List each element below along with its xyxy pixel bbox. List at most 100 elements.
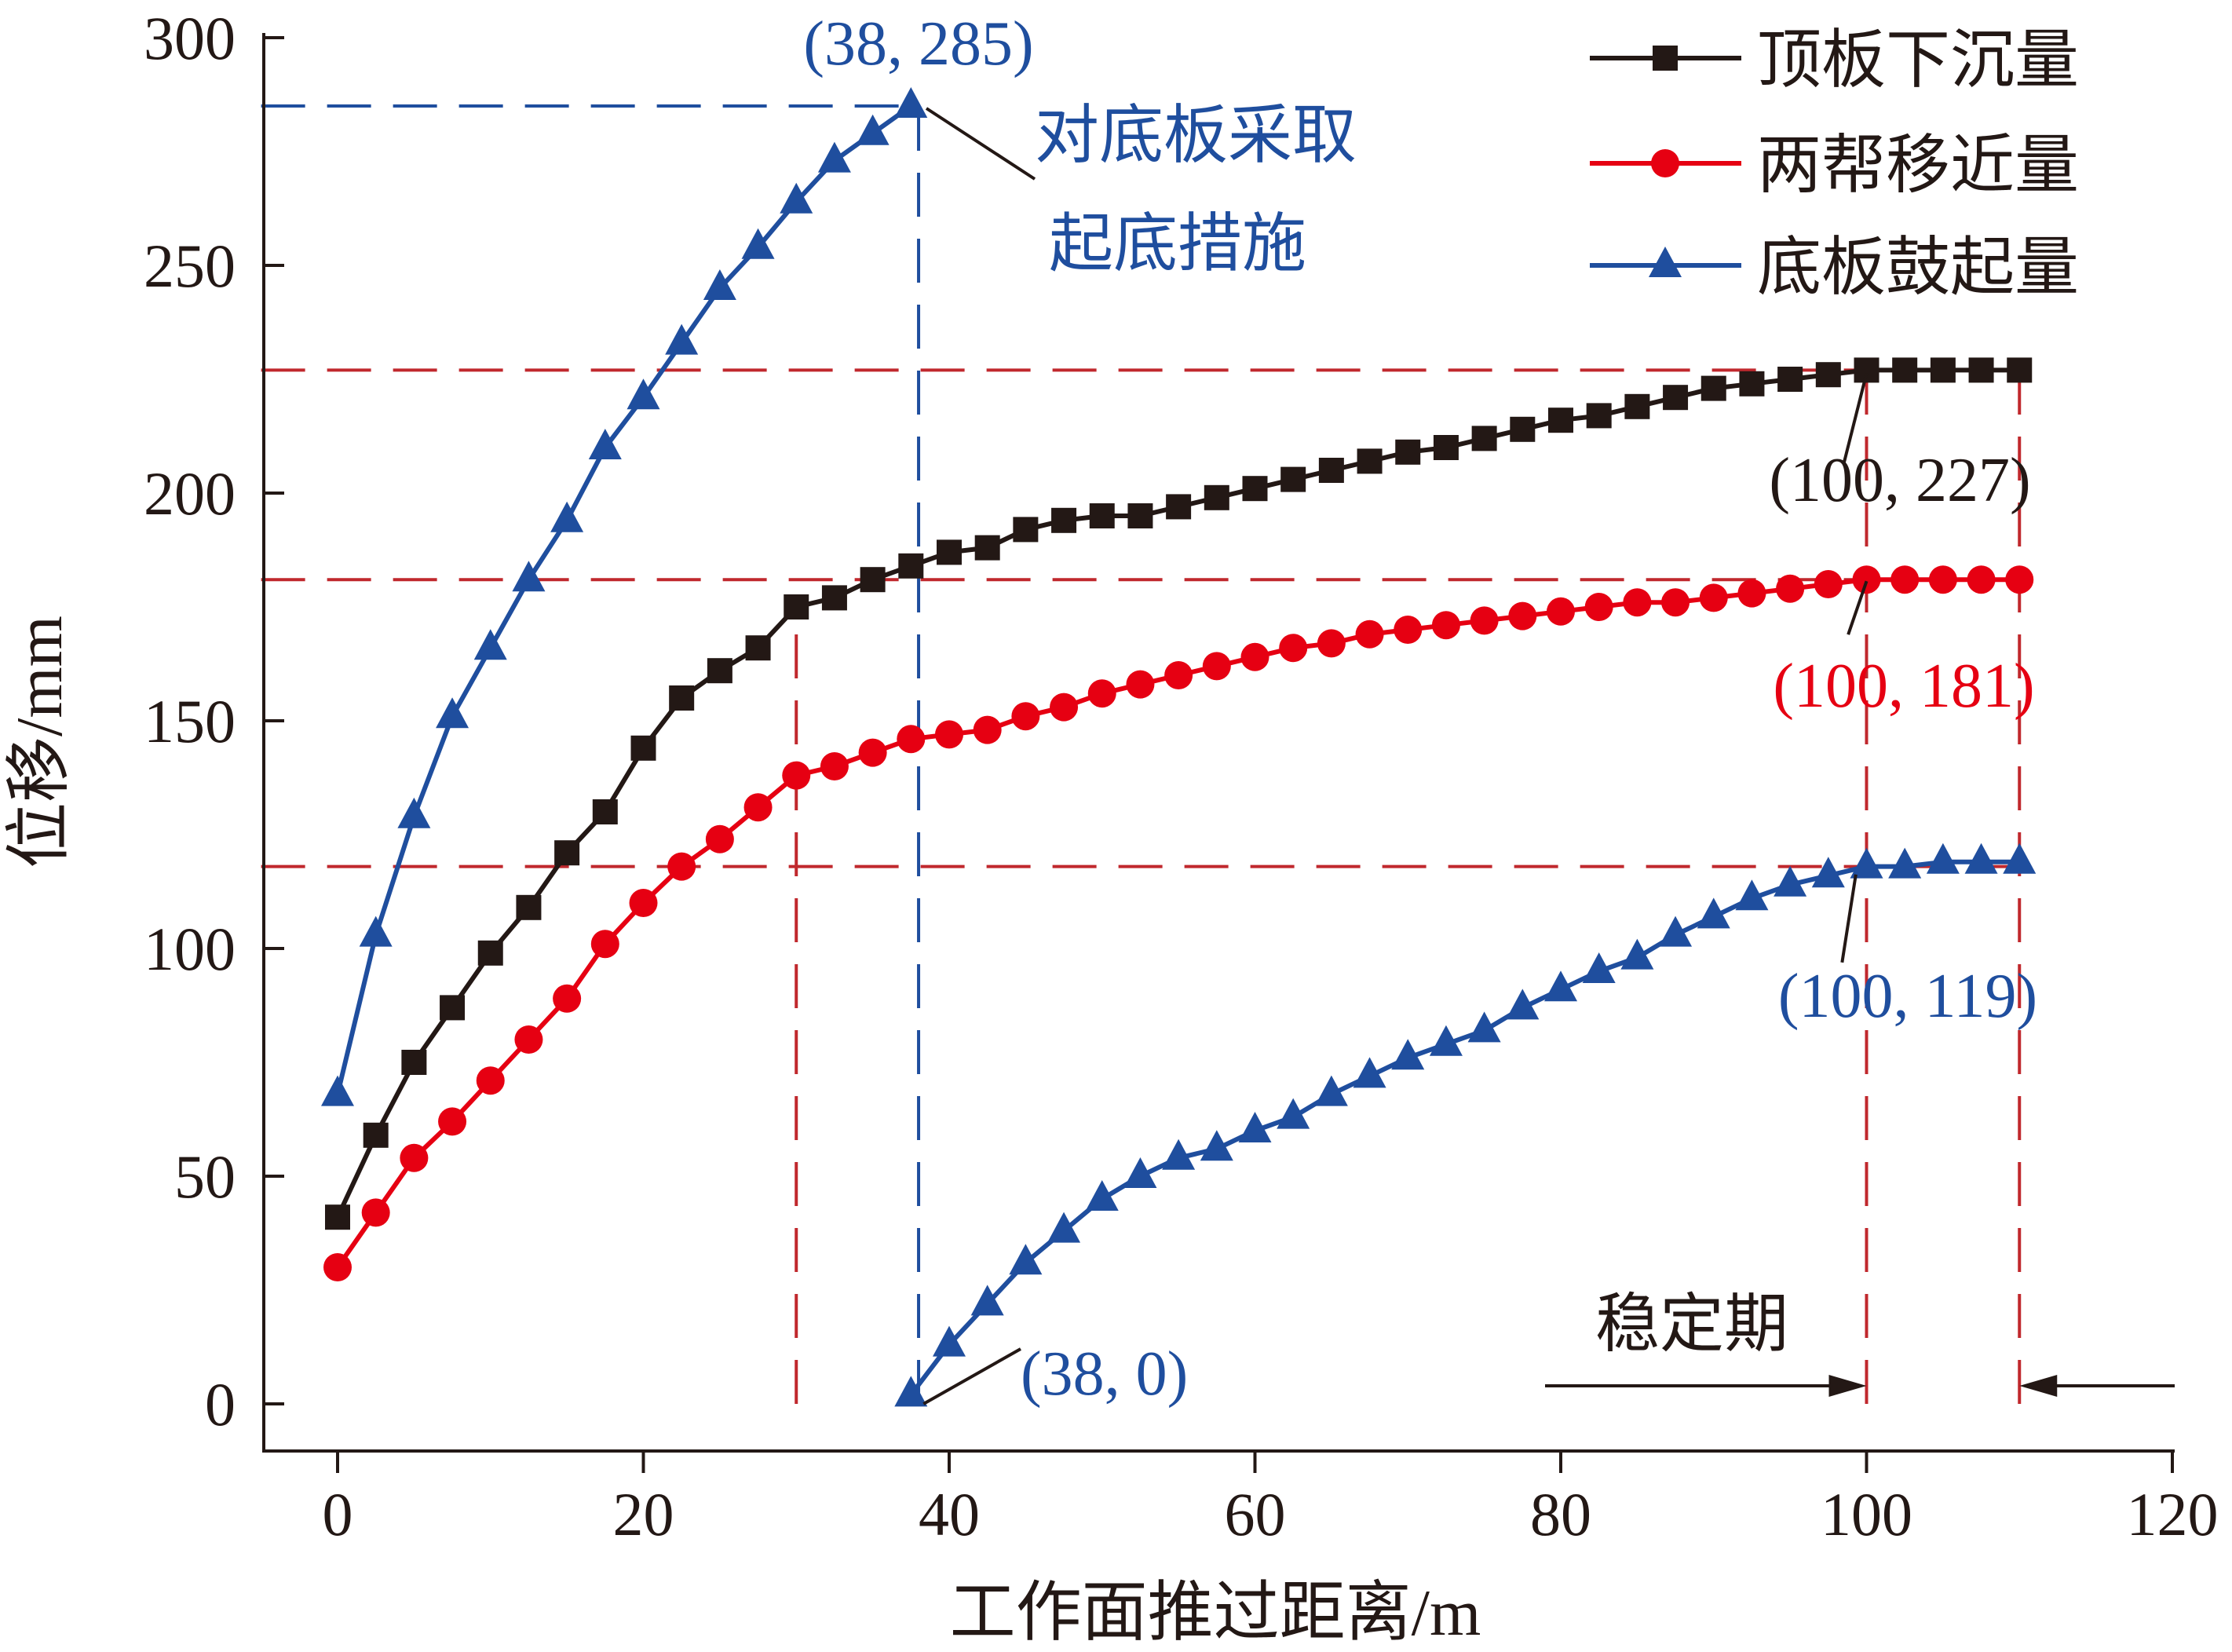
data-point-triangle: [1238, 1112, 1272, 1142]
annotation-roof-final: (100, 227): [1769, 446, 2030, 515]
x-tick-label: 100: [1821, 1480, 1912, 1548]
data-point-square: [477, 940, 503, 966]
data-point-triangle: [1391, 1039, 1425, 1070]
legend-label: 两帮移近量: [1757, 130, 2079, 201]
data-point-circle: [820, 752, 849, 780]
data-point-circle: [1240, 642, 1269, 671]
annotation-measure-line1: 对底板采取: [1035, 100, 1357, 171]
x-tick-label: 20: [613, 1480, 674, 1548]
data-point-circle: [1126, 670, 1155, 699]
data-point-square: [1968, 357, 1994, 383]
legend-label: 顶板下沉量: [1757, 24, 2079, 96]
reference-lines: [261, 104, 2022, 1404]
data-point-square: [1318, 458, 1344, 483]
data-point-triangle: [1009, 1244, 1043, 1275]
series: [321, 87, 2037, 1407]
series-circle: [323, 565, 2034, 1281]
data-point-triangle: [933, 1325, 966, 1357]
data-point-square: [1166, 494, 1192, 520]
data-point-circle: [1087, 679, 1116, 708]
annotation-floor-final: (100, 119): [1778, 962, 2037, 1031]
data-point-triangle: [2003, 842, 2037, 874]
data-point-circle: [1470, 606, 1499, 635]
data-point-square: [1548, 408, 1573, 433]
data-point-square: [401, 1050, 427, 1075]
stable-arrow-left-head: [1828, 1375, 1867, 1397]
data-point-triangle: [1200, 1130, 1233, 1161]
data-point-square: [1357, 448, 1383, 474]
data-point-square: [554, 840, 580, 866]
data-point-triangle: [588, 429, 622, 459]
data-point-circle: [1508, 601, 1537, 630]
data-point-square: [592, 799, 618, 824]
data-point-circle: [897, 725, 926, 754]
data-point-circle: [1050, 693, 1079, 722]
data-point-square: [1815, 362, 1841, 388]
data-point-square: [669, 685, 695, 711]
series-line: [335, 104, 913, 1095]
y-tick-label: 200: [144, 459, 236, 528]
data-point-square: [1663, 385, 1689, 411]
data-point-triangle: [970, 1285, 1004, 1316]
y-tick-label: 50: [174, 1142, 236, 1211]
data-point-triangle: [1085, 1180, 1119, 1211]
data-point-square: [745, 635, 771, 661]
data-point-square: [974, 535, 1000, 561]
data-point-circle: [743, 793, 773, 822]
data-point-square: [1653, 46, 1678, 71]
x-tick-label: 80: [1530, 1480, 1591, 1548]
data-point-square: [440, 995, 466, 1021]
data-point-circle: [1547, 597, 1575, 626]
annotation-leader: [1840, 874, 1858, 963]
data-point-square: [860, 567, 886, 593]
series-square: [325, 357, 2033, 1230]
data-point-triangle: [1277, 1098, 1310, 1129]
data-point-circle: [858, 738, 887, 767]
data-point-square: [325, 1204, 350, 1230]
data-point-triangle: [1926, 842, 1960, 874]
data-point-square: [1586, 403, 1612, 429]
data-point-square: [1242, 476, 1268, 502]
data-point-square: [1930, 357, 1956, 383]
data-point-triangle: [550, 501, 584, 532]
data-point-triangle: [1582, 952, 1616, 983]
y-axis-label: 位移/mm: [3, 616, 76, 868]
y-tick-label: 250: [144, 232, 236, 300]
data-point-circle: [400, 1143, 429, 1172]
annotation-leader: [1847, 580, 1869, 635]
data-point-triangle: [1506, 989, 1540, 1020]
data-point-circle: [1852, 565, 1881, 594]
data-point-triangle: [512, 561, 546, 592]
data-point-square: [937, 539, 962, 565]
data-point-circle: [1661, 588, 1690, 617]
x-tick-label: 40: [919, 1480, 980, 1548]
data-point-square: [1700, 375, 1726, 401]
data-point-triangle: [817, 141, 851, 173]
data-point-triangle: [1850, 847, 1883, 879]
data-point-triangle: [359, 916, 393, 947]
data-point-circle: [667, 852, 696, 881]
data-point-triangle: [1964, 842, 1998, 874]
series-line: [908, 859, 2020, 1397]
y-tick-label: 100: [144, 915, 236, 983]
data-point-square: [1471, 426, 1497, 451]
data-point-square: [1280, 466, 1306, 492]
x-tick-label: 120: [2127, 1480, 2219, 1548]
data-point-square: [363, 1122, 389, 1148]
data-point-circle: [514, 1025, 543, 1054]
data-point-triangle: [1123, 1157, 1157, 1188]
data-point-circle: [2005, 565, 2034, 594]
axes: [262, 33, 2175, 1453]
data-point-triangle: [1544, 970, 1577, 1002]
data-point-square: [898, 553, 924, 579]
data-point-triangle: [1697, 897, 1730, 929]
x-axis-label: 工作面推过距离/m: [950, 1577, 1481, 1650]
data-point-circle: [705, 824, 734, 853]
data-point-triangle: [1314, 1075, 1348, 1106]
data-point-triangle: [665, 323, 699, 355]
annotation-leader: [1842, 372, 1869, 465]
data-point-circle: [629, 889, 658, 917]
data-point-triangle: [1649, 247, 1682, 277]
data-point-circle: [1202, 652, 1231, 681]
